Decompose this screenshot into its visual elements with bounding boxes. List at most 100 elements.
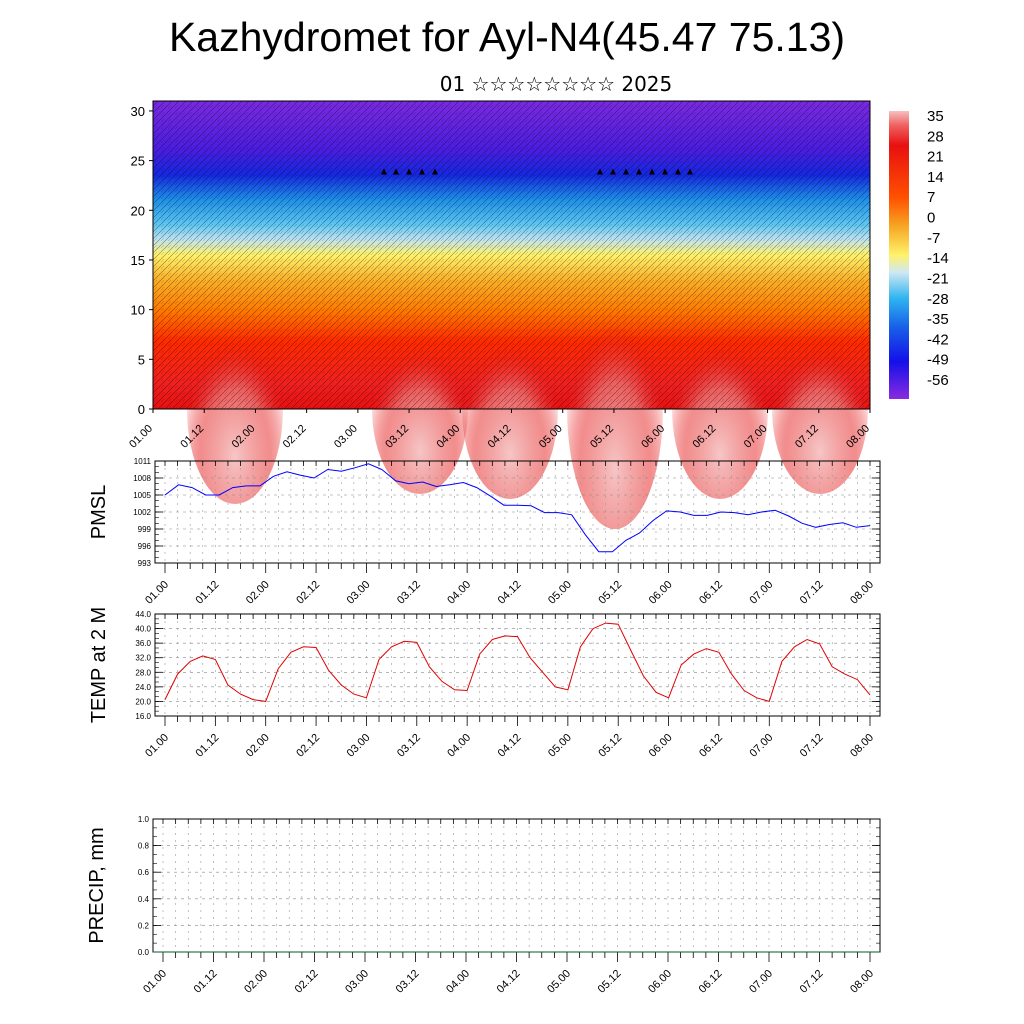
x-tick-label: 02.00 bbox=[244, 732, 272, 760]
y-tick-label: 40.0 bbox=[135, 625, 151, 634]
wind-flag bbox=[381, 168, 387, 175]
wind-flag bbox=[432, 168, 438, 175]
panel-frame bbox=[154, 613, 881, 717]
x-tick-label: 03.12 bbox=[394, 968, 422, 996]
y-tick-label: 28.0 bbox=[135, 668, 151, 677]
x-tick-label: 07.00 bbox=[747, 968, 775, 996]
y-tick-label: 10 bbox=[131, 303, 145, 318]
x-tick-label: 05.00 bbox=[546, 579, 574, 607]
colorbar-label: 35 bbox=[927, 108, 944, 125]
colorbar-label: 21 bbox=[927, 149, 944, 166]
x-tick-label: 02.12 bbox=[293, 968, 321, 996]
y-tick-label: 25 bbox=[131, 154, 145, 169]
x-tick-label: 06.00 bbox=[647, 579, 675, 607]
y-axis-title: TEMP at 2 M bbox=[88, 607, 110, 723]
x-tick-label: 06.12 bbox=[697, 732, 725, 760]
colorbar-label: -35 bbox=[927, 311, 949, 328]
panel-frame bbox=[154, 460, 881, 564]
x-tick-label: 02.12 bbox=[294, 732, 322, 760]
x-tick-label: 05.00 bbox=[546, 732, 574, 760]
x-tick-label: 05.00 bbox=[545, 968, 573, 996]
x-tick-label: 06.12 bbox=[697, 968, 725, 996]
x-tick-label: 01.12 bbox=[194, 579, 222, 607]
wind-flag bbox=[623, 168, 629, 175]
colorbar-label: -7 bbox=[927, 230, 940, 247]
x-tick-label: 08.00 bbox=[848, 732, 876, 760]
y-tick-label: 1011 bbox=[134, 457, 152, 466]
x-tick-label: 06.12 bbox=[697, 579, 725, 607]
wind-flag bbox=[687, 168, 693, 175]
x-tick-label: 07.00 bbox=[747, 579, 775, 607]
colorbar-label: 0 bbox=[927, 210, 935, 227]
y-tick-label: 1008 bbox=[133, 474, 151, 483]
y-tick-label: 0.6 bbox=[138, 868, 150, 877]
precip-panel: 0.0 0.2 0.4 0.6 0.8 1.0 01.00 01.12 02.00 02.12 03… bbox=[86, 815, 881, 996]
x-tick-label: 04.12 bbox=[496, 732, 524, 760]
x-tick-label: 04.00 bbox=[445, 579, 473, 607]
y-tick-label: 24.0 bbox=[135, 683, 151, 692]
x-tick-label: 05.12 bbox=[596, 968, 624, 996]
x-tick-label: 02.00 bbox=[242, 968, 270, 996]
y-tick-label: 44.0 bbox=[135, 610, 151, 619]
y-tick-label: 20 bbox=[131, 203, 145, 218]
x-tick-label: 02.12 bbox=[281, 423, 309, 451]
x-tick-label: 08.00 bbox=[848, 968, 876, 996]
x-tick-label: 03.12 bbox=[395, 579, 423, 607]
y-tick-label: 1002 bbox=[133, 508, 151, 517]
y-tick-label: 993 bbox=[138, 559, 152, 568]
y-tick-label: 0.0 bbox=[138, 948, 150, 957]
colorbar-gradient bbox=[889, 111, 909, 399]
colorbar-label: 7 bbox=[927, 189, 935, 206]
x-tick-label: 07.12 bbox=[798, 968, 826, 996]
wind-flag bbox=[649, 168, 655, 175]
x-tick-label: 03.12 bbox=[395, 732, 423, 760]
x-tick-label: 05.12 bbox=[596, 579, 624, 607]
y-axis-title: PMSL bbox=[88, 485, 110, 539]
wind-flag bbox=[675, 168, 681, 175]
y-tick-label: 999 bbox=[138, 525, 152, 534]
colorbar-label: 28 bbox=[927, 128, 944, 145]
x-tick-label: 06.00 bbox=[646, 968, 674, 996]
x-tick-label: 03.00 bbox=[332, 423, 360, 451]
y-tick-label: 0.8 bbox=[138, 842, 150, 851]
x-tick-label: 03.00 bbox=[345, 732, 373, 760]
colorbar-label: -42 bbox=[927, 331, 949, 348]
x-tick-label: 07.12 bbox=[798, 732, 826, 760]
x-tick-label: 01.00 bbox=[141, 968, 169, 996]
temp-series-line bbox=[164, 622, 871, 703]
x-tick-label: 04.00 bbox=[444, 968, 472, 996]
chart-subtitle: 01 ☆☆☆☆☆☆☆☆ 2025 bbox=[439, 72, 673, 96]
x-tick-label: 01.00 bbox=[127, 423, 155, 451]
wind-flag bbox=[419, 168, 425, 175]
colorbar-label: -14 bbox=[927, 250, 949, 267]
wind-flag bbox=[406, 168, 412, 175]
y-tick-label: 20.0 bbox=[135, 697, 151, 706]
x-tick-label: 06.00 bbox=[647, 732, 675, 760]
colorbar-label: 14 bbox=[927, 169, 944, 186]
x-tick-label: 01.00 bbox=[143, 579, 171, 607]
x-tick-label: 01.00 bbox=[143, 732, 171, 760]
x-tick-label: 02.00 bbox=[244, 579, 272, 607]
x-tick-label: 03.00 bbox=[343, 968, 371, 996]
temp-panel: 16.0 20.0 24.0 28.0 32.0 36.0 40.0 44.0 01.00 01.… bbox=[88, 607, 881, 760]
y-tick-label: 15 bbox=[131, 253, 145, 268]
x-tick-label: 07.12 bbox=[798, 579, 826, 607]
y-tick-label: 5 bbox=[138, 352, 145, 367]
wind-flag bbox=[610, 168, 616, 175]
x-tick-label: 05.12 bbox=[596, 732, 624, 760]
x-tick-label: 02.12 bbox=[294, 579, 322, 607]
x-tick-label: 07.00 bbox=[747, 732, 775, 760]
colorbar-label: -49 bbox=[927, 352, 949, 369]
colorbar-label: -56 bbox=[927, 372, 949, 389]
y-tick-label: 0.4 bbox=[138, 895, 150, 904]
y-tick-label: 996 bbox=[138, 542, 152, 551]
wind-flag bbox=[597, 168, 603, 175]
x-tick-label: 04.12 bbox=[496, 579, 524, 607]
chart-title: Kazhydromet for Ayl-N4(45.47 75.13) bbox=[168, 14, 846, 60]
x-tick-label: 04.00 bbox=[445, 732, 473, 760]
y-tick-label: 30 bbox=[131, 104, 145, 119]
wind-barbs-overlay bbox=[153, 101, 870, 409]
wind-flag bbox=[662, 168, 668, 175]
